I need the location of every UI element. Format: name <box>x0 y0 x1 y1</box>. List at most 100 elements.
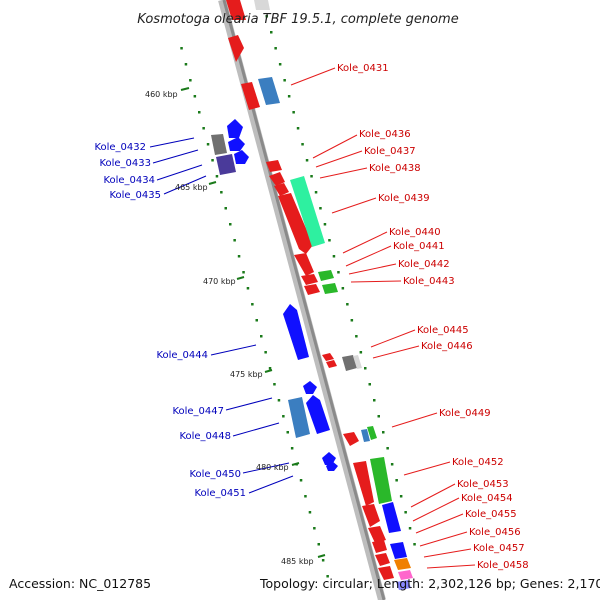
gene-label[interactable]: Kole_0435 <box>109 190 161 201</box>
gene-feature <box>294 253 314 276</box>
gene-label[interactable]: Kole_0443 <box>403 276 455 287</box>
gene-label[interactable]: Kole_0456 <box>469 527 521 538</box>
track-dot <box>220 191 223 194</box>
connector <box>156 164 203 181</box>
track-dot <box>202 127 205 130</box>
scale-tick-mark <box>180 87 190 91</box>
gene-label[interactable]: Kole_0445 <box>417 325 469 336</box>
track-dot <box>317 543 320 546</box>
track-dot <box>229 223 232 226</box>
track-dot <box>321 559 325 562</box>
genome-stats-text: Topology: circular; Length: 2,302,126 bp… <box>259 576 600 591</box>
track-dot <box>292 111 295 114</box>
gene-label[interactable]: Kole_0441 <box>393 241 445 252</box>
gene-feature <box>301 274 318 285</box>
track-dot <box>283 79 286 82</box>
scale-tick-label: 470 kbp <box>203 277 236 286</box>
gene-feature <box>382 502 401 533</box>
track-dot <box>310 175 313 178</box>
gene-label[interactable]: Kole_0454 <box>461 493 513 504</box>
gene-label[interactable]: Kole_0449 <box>439 408 491 419</box>
connector <box>348 263 397 275</box>
track-dot <box>278 63 282 66</box>
accession-text: Accession: NC_012785 <box>9 576 151 591</box>
track-dot <box>413 543 416 546</box>
track-dot <box>237 255 241 258</box>
track-dot <box>290 447 294 450</box>
gene-feature <box>216 154 236 175</box>
gene-label[interactable]: Kole_0438 <box>369 163 421 174</box>
gene-label[interactable]: Kole_0446 <box>421 341 473 352</box>
track-dot <box>246 287 250 290</box>
gene-label[interactable]: Kole_0458 <box>477 560 529 571</box>
gene-label[interactable]: Kole_0444 <box>156 350 208 361</box>
track-dot <box>274 47 277 50</box>
track-dot <box>395 479 398 482</box>
gene-label[interactable]: Kole_0457 <box>473 543 525 554</box>
forward-gene-labels: Kole_0431 Kole_0436 Kole_0437 Kole_0438 … <box>337 63 529 571</box>
track-dot <box>341 287 345 290</box>
gene-label[interactable]: Kole_0434 <box>103 175 155 186</box>
track-dot <box>313 527 316 530</box>
track-dot <box>337 271 340 274</box>
label-connectors <box>149 67 476 569</box>
gene-label[interactable]: Kole_0448 <box>179 431 231 442</box>
track-dot <box>364 367 367 370</box>
scale-tick-label: 475 kbp <box>230 370 263 379</box>
connector <box>248 475 294 494</box>
track-dot <box>286 431 289 434</box>
gene-feature <box>372 540 387 553</box>
track-dot <box>184 63 188 66</box>
gene-feature <box>390 542 407 559</box>
track-dot <box>359 351 363 354</box>
gene-label[interactable]: Kole_0437 <box>364 146 416 157</box>
connector <box>152 149 199 164</box>
track-dot <box>373 399 376 402</box>
track-dot <box>346 303 349 306</box>
track-dot <box>399 495 403 498</box>
track-dot <box>265 15 268 18</box>
connector <box>345 245 392 267</box>
track-dot <box>251 303 254 306</box>
gene-feature <box>226 0 246 20</box>
gene-label[interactable]: Kole_0440 <box>389 227 441 238</box>
reverse-gene-labels: Kole_0432 Kole_0433 Kole_0434 Kole_0435 … <box>94 142 246 499</box>
track-dot <box>211 159 214 162</box>
scale-tick-label: 480 kbp <box>256 463 289 472</box>
scale-tick-mark <box>208 181 217 185</box>
gene-label[interactable]: Kole_0450 <box>189 469 241 480</box>
connector <box>403 461 451 476</box>
gene-feature <box>378 566 394 580</box>
scale-tick-mark <box>236 276 245 280</box>
track-dot <box>270 31 273 34</box>
track-dot <box>326 575 329 578</box>
gene-feature <box>269 172 285 186</box>
gene-label[interactable]: Kole_0431 <box>337 63 389 74</box>
gene-feature <box>290 176 325 247</box>
connector <box>149 137 195 148</box>
gene-feature <box>342 355 357 371</box>
gene-label[interactable]: Kole_0447 <box>172 406 224 417</box>
gene-label[interactable]: Kole_0433 <box>99 158 151 169</box>
gene-feature <box>326 360 337 368</box>
gene-feature <box>322 283 338 294</box>
gene-feature <box>326 461 338 471</box>
gene-label[interactable]: Kole_0442 <box>398 259 450 270</box>
gene-label[interactable]: Kole_0436 <box>359 129 411 140</box>
gene-label[interactable]: Kole_0451 <box>194 488 246 499</box>
scale-tick-label: 465 kbp <box>175 183 208 192</box>
track-dot <box>273 383 276 386</box>
gene-label[interactable]: Kole_0439 <box>378 193 430 204</box>
gene-feature <box>303 381 317 394</box>
gene-label[interactable]: Kole_0452 <box>452 457 504 468</box>
gene-label[interactable]: Kole_0455 <box>465 509 517 520</box>
track-dot <box>264 351 267 354</box>
gene-label[interactable]: Kole_0453 <box>457 479 509 490</box>
connector <box>331 197 377 214</box>
track-dot <box>308 511 312 514</box>
connector <box>342 231 388 254</box>
track-dot <box>390 463 394 466</box>
gene-label[interactable]: Kole_0432 <box>94 142 146 153</box>
connector <box>319 167 368 179</box>
